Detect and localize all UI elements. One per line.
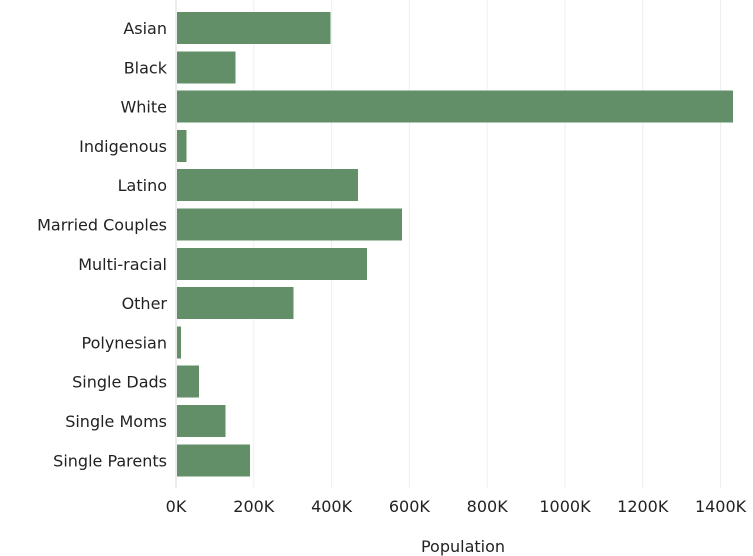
bar-single-dads [177,365,200,398]
x-tick-label: 1200K [617,497,669,516]
x-tick-label: 1000K [539,497,591,516]
category-label: Other [122,294,168,313]
x-tick-label: 800K [467,497,509,516]
x-tick-label: 400K [311,497,353,516]
x-tick-labels: 0K 200K 400K 600K 800K 1000K 1200K 1400K [166,497,747,516]
bar-latino [177,169,358,202]
category-label: Multi-racial [78,255,167,274]
x-tick-label: 0K [166,497,187,516]
bar-white [177,90,734,123]
category-label: Married Couples [37,216,167,235]
category-label: Single Dads [72,373,167,392]
x-axis-title: Population [421,537,505,556]
category-label: Latino [118,176,167,195]
category-label: Single Parents [53,451,167,470]
bar-single-moms [177,405,226,437]
category-labels: Asian Black White Indigenous Latino Married C… [37,19,168,470]
category-label: Polynesian [82,333,168,352]
bars [177,12,734,477]
category-label: Black [124,58,168,77]
category-label: Indigenous [79,137,167,156]
grid-lines [253,0,722,488]
bar-asian [177,12,331,44]
category-label: White [120,98,167,117]
bar-polynesian [177,326,181,359]
bar-married-couples [177,208,402,241]
category-label: Asian [123,19,167,38]
x-tick-label: 200K [233,497,275,516]
bar-single-parents [177,444,251,477]
bar-black [177,51,236,84]
bar-indigenous [177,129,187,162]
x-tick-label: 600K [389,497,431,516]
bar-other [177,287,294,320]
category-label: Single Moms [65,412,167,431]
bar-multi-racial [177,247,367,280]
x-tick-label: 1400K [695,497,747,516]
